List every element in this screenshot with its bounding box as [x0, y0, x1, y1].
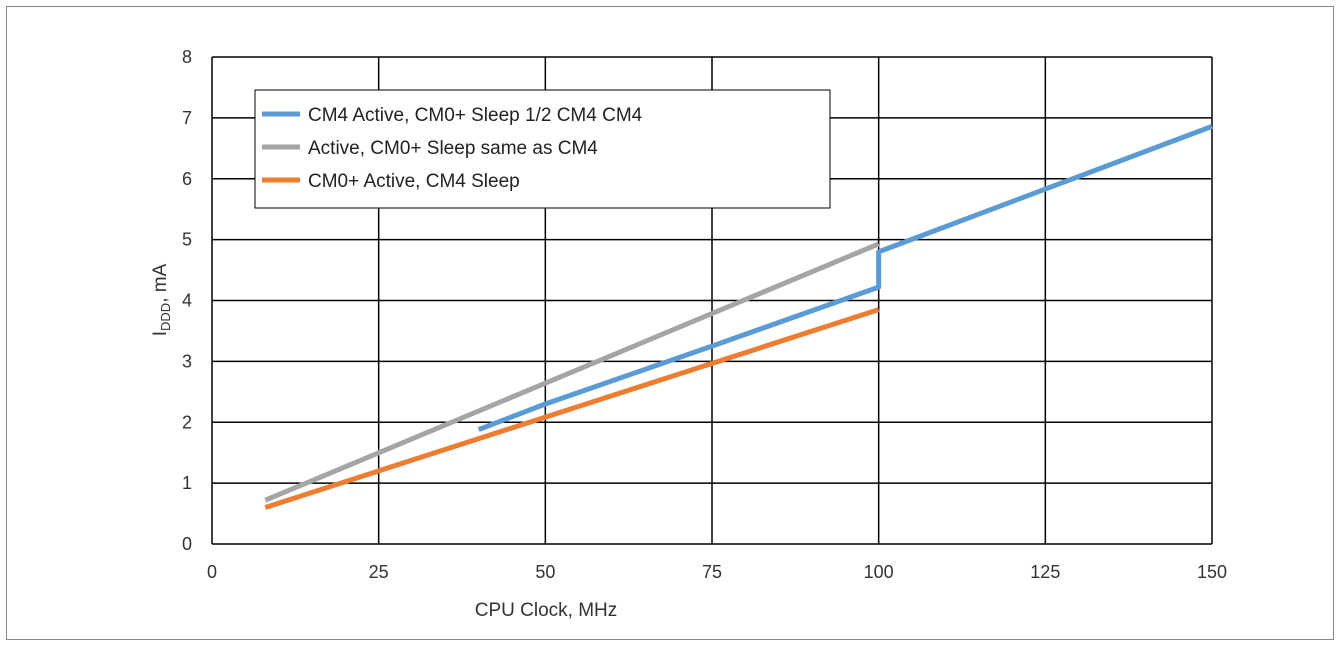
series-line-0	[477, 124, 1213, 432]
series-line-2	[264, 307, 880, 510]
y-tick-label-2: 2	[182, 412, 192, 432]
x-tick-label-6: 150	[1197, 562, 1227, 582]
y-tick-label-4: 4	[182, 291, 192, 311]
x-axis-title: CPU Clock, MHz	[475, 600, 618, 621]
y-tick-labels: 0 1 2 3 4 5 6 7 8	[182, 47, 192, 554]
x-tick-label-5: 125	[1030, 562, 1060, 582]
series-line-1	[264, 241, 880, 503]
y-axis-title-subscript: DDD	[158, 303, 173, 331]
y-axis-title: IDDD, mA	[150, 263, 173, 336]
y-tick-label-5: 5	[182, 230, 192, 250]
x-tick-label-3: 75	[702, 562, 722, 582]
y-tick-label-7: 7	[182, 108, 192, 128]
legend-box	[254, 89, 831, 209]
legend: CM4 Active, CM0+ Sleep 1/2 CM4 CM4 Active…	[254, 89, 831, 209]
y-tick-label-0: 0	[182, 534, 192, 554]
y-tick-label-8: 8	[182, 47, 192, 67]
y-axis-title-main: I	[150, 331, 171, 336]
x-tick-label-4: 100	[864, 562, 894, 582]
legend-label-0: CM4 Active, CM0+ Sleep 1/2 CM4 CM4	[308, 105, 643, 126]
y-axis-title-suffix: , mA	[150, 263, 171, 302]
grid	[211, 56, 1213, 545]
x-tick-label-0: 0	[207, 562, 217, 582]
legend-label-1: Active, CM0+ Sleep same as CM4	[308, 138, 598, 159]
legend-label-2: CM0+ Active, CM4 Sleep	[308, 171, 520, 192]
y-tick-label-3: 3	[182, 351, 192, 371]
y-tick-label-1: 1	[182, 473, 192, 493]
series-lines	[264, 124, 1213, 510]
y-tick-label-6: 6	[182, 169, 192, 189]
x-tick-labels: 0 25 50 75 100 125 150	[207, 562, 1227, 582]
x-tick-label-1: 25	[369, 562, 389, 582]
x-tick-label-2: 50	[535, 562, 555, 582]
